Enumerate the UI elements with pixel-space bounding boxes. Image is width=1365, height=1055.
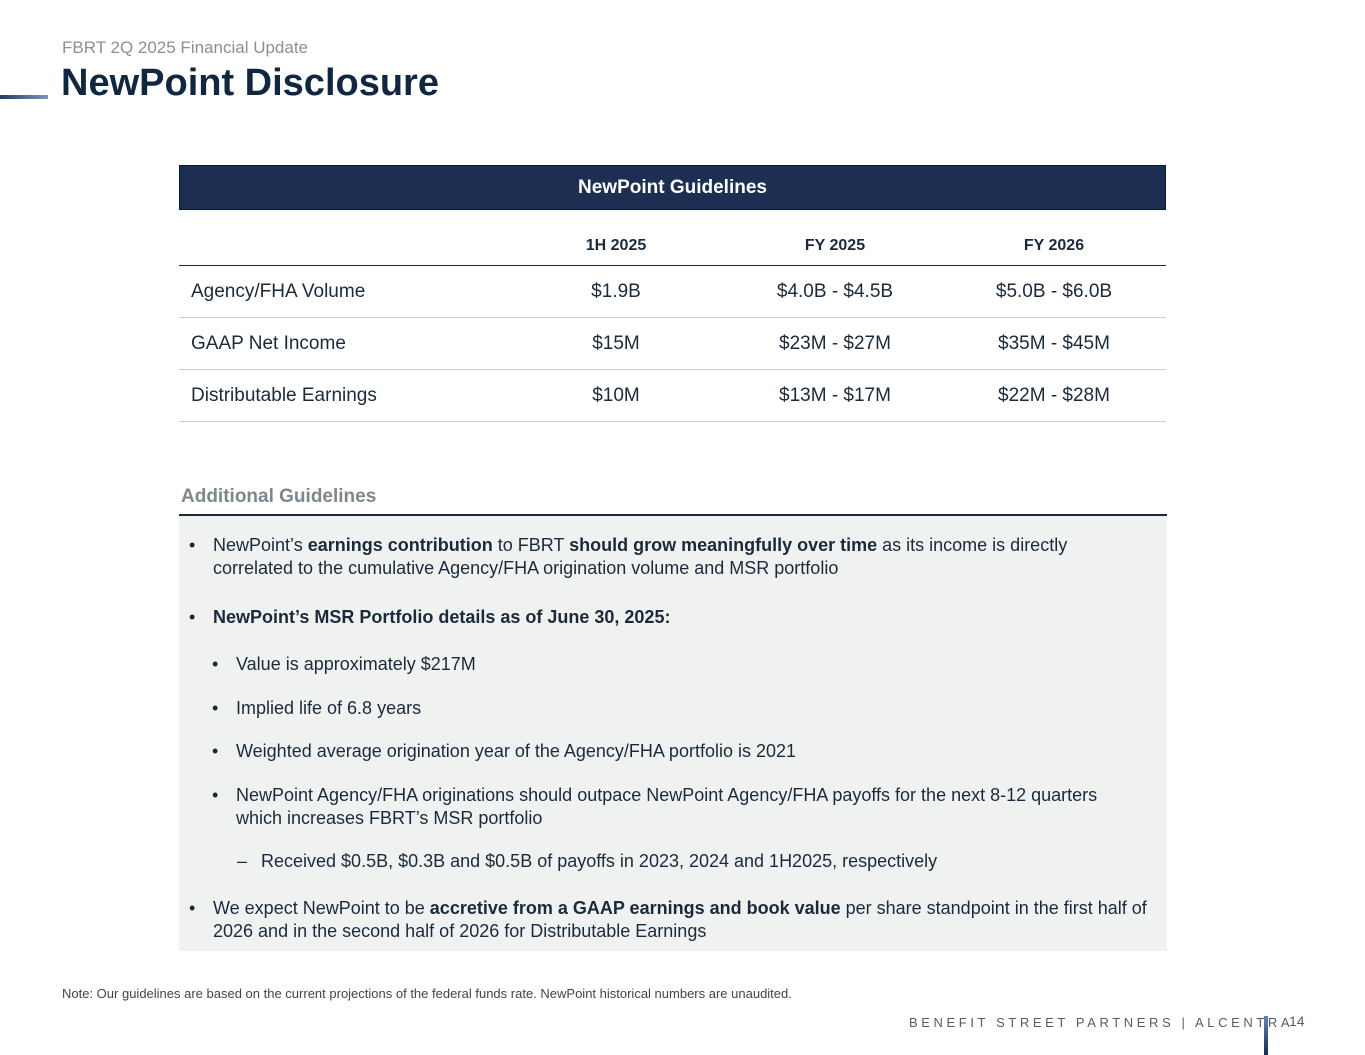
- table-cell: $5.0B - $6.0B: [995, 280, 1113, 302]
- table-title: NewPoint Guidelines: [179, 165, 1166, 210]
- table-row: Distributable Earnings $10M $13M - $17M …: [179, 370, 1166, 422]
- text: per share standpoint in the first half o…: [213, 898, 1147, 941]
- table-cell: $10M: [592, 384, 640, 406]
- table-row: GAAP Net Income $15M $23M - $27M $35M - …: [179, 318, 1166, 370]
- sub-bullet: Value is approximately $217M: [179, 653, 476, 676]
- page-number: 14: [1289, 1013, 1305, 1029]
- footer-brand: BENEFIT STREET PARTNERS | ALCENTRA: [909, 1015, 1294, 1030]
- table-cell: $22M - $28M: [998, 384, 1110, 406]
- page-title: NewPoint Disclosure: [61, 62, 439, 104]
- row-label: GAAP Net Income: [191, 332, 346, 354]
- table-header-row: 1H 2025 FY 2025 FY 2026: [179, 210, 1166, 266]
- text: NewPoint’s: [213, 535, 308, 555]
- table-row: Agency/FHA Volume $1.9B $4.0B - $4.5B $5…: [179, 266, 1166, 318]
- column-header: FY 2025: [804, 237, 866, 254]
- row-label: Distributable Earnings: [191, 384, 377, 406]
- column-header: 1H 2025: [585, 237, 647, 254]
- table-cell: $13M - $17M: [779, 384, 891, 406]
- sub-bullet: Implied life of 6.8 years: [179, 697, 421, 720]
- table-cell: $35M - $45M: [998, 332, 1110, 354]
- text: We expect NewPoint to be: [213, 898, 430, 918]
- footnote: Note: Our guidelines are based on the cu…: [62, 986, 792, 1001]
- title-accent-rule: [0, 95, 48, 99]
- column-header: FY 2026: [1023, 237, 1085, 254]
- table-cell: $15M: [592, 332, 640, 354]
- bullet-earnings-contribution: NewPoint’s earnings contribution to FBRT…: [179, 534, 1109, 580]
- emphasis: earnings contribution: [307, 535, 493, 555]
- table-cell: $4.0B - $4.5B: [776, 280, 894, 302]
- emphasis: should grow meaningfully over time: [569, 535, 878, 555]
- table-cell: $23M - $27M: [779, 332, 891, 354]
- text: to FBRT: [492, 535, 570, 555]
- additional-guidelines-title: Additional Guidelines: [181, 486, 377, 507]
- sub-sub-bullet: Received $0.5B, $0.3B and $0.5B of payof…: [179, 850, 937, 873]
- bullet-msr-portfolio: NewPoint’s MSR Portfolio details as of J…: [179, 606, 670, 629]
- sub-bullet: Weighted average origination year of the…: [179, 740, 796, 763]
- sub-bullet: NewPoint Agency/FHA originations should …: [179, 784, 1119, 830]
- guidelines-table: NewPoint Guidelines 1H 2025 FY 2025 FY 2…: [179, 165, 1166, 422]
- table-cell: $1.9B: [591, 280, 641, 302]
- emphasis: NewPoint’s MSR Portfolio details as of J…: [213, 607, 671, 627]
- emphasis: accretive from a GAAP earnings and book …: [429, 898, 841, 918]
- deck-subtitle: FBRT 2Q 2025 Financial Update: [62, 38, 309, 57]
- row-label: Agency/FHA Volume: [191, 280, 366, 302]
- text: as its income is directly correlated to …: [213, 535, 1068, 578]
- additional-guidelines-panel: NewPoint’s earnings contribution to FBRT…: [179, 514, 1167, 951]
- bullet-accretive: We expect NewPoint to be accretive from …: [179, 897, 1164, 943]
- footer-divider: [1264, 1016, 1268, 1055]
